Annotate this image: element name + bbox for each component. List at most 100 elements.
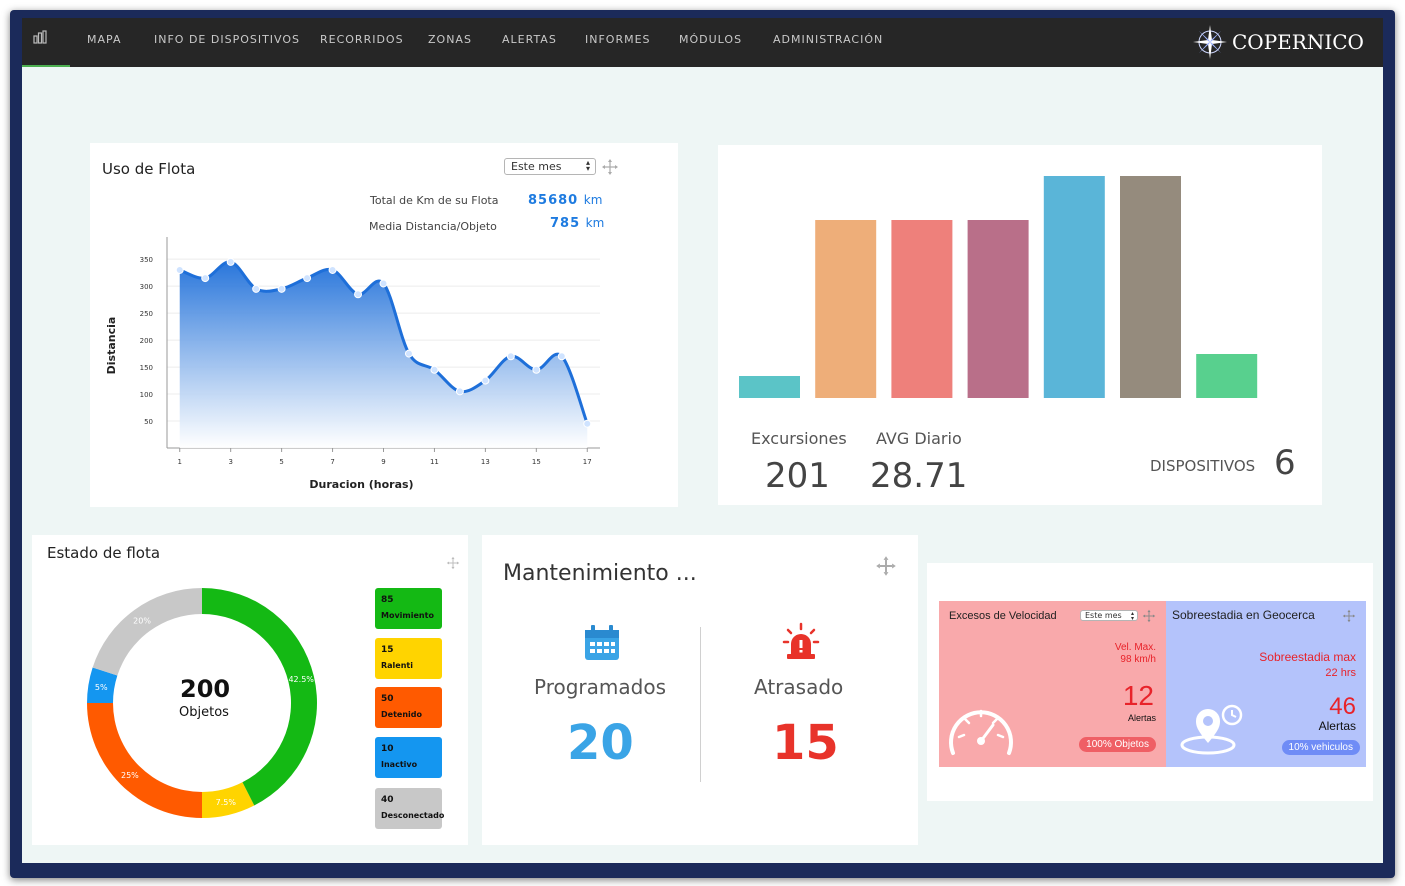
y-tick-label: 200 — [140, 337, 153, 345]
donut-center-label: Objetos — [179, 705, 229, 720]
data-point — [226, 257, 235, 266]
vehiculos-pill: 10% vehiculos — [1281, 740, 1360, 755]
data-point — [404, 349, 413, 358]
nav-item-zonas[interactable]: ZONAS — [428, 33, 472, 46]
period-select[interactable]: Este mes ▴ ▾ — [1080, 610, 1138, 622]
vel-max-label: Vel. Max. — [1114, 642, 1156, 653]
y-axis-label: Distancia — [105, 317, 118, 375]
move-icon[interactable] — [875, 555, 897, 577]
area-fill — [179, 261, 588, 448]
legend-inactivo[interactable]: 10 Inactivo — [375, 737, 442, 778]
donut-slice — [87, 667, 118, 703]
nav-item-recorridos[interactable]: RECORRIDOS — [320, 33, 404, 46]
data-point — [303, 274, 312, 283]
data-point — [328, 265, 337, 274]
alerts-count: 12 — [1122, 680, 1154, 711]
slice-percent-label: 42.5% — [288, 675, 314, 684]
legend-count: 85 — [381, 595, 394, 605]
slice-percent-label: 7.5% — [216, 798, 237, 807]
alertas-panel: Excesos de Velocidad Este mes ▴ ▾ Vel. Ma… — [927, 563, 1373, 801]
data-point — [201, 274, 210, 283]
data-point — [430, 365, 439, 374]
excursiones-panel: Excursiones 201 AVG Diario 28.71 DISPOSI… — [718, 145, 1322, 505]
move-icon[interactable] — [1342, 609, 1356, 623]
y-tick-label: 250 — [140, 310, 153, 318]
nav-item-modulos[interactable]: MÓDULOS — [679, 33, 743, 46]
x-tick-label: 3 — [228, 458, 232, 466]
bar — [1043, 176, 1105, 398]
donut-slice — [92, 588, 202, 676]
donut-slice — [202, 782, 255, 818]
x-tick-label: 17 — [583, 458, 592, 466]
brand-name: COPERNICO — [1232, 30, 1364, 54]
legend-movimiento[interactable]: 85 Movimiento — [375, 588, 442, 629]
total-km-label: Total de Km de su Flota — [370, 194, 499, 207]
nav-item-informes[interactable]: INFORMES — [585, 33, 651, 46]
x-tick-label: 9 — [381, 458, 385, 466]
move-icon[interactable] — [601, 158, 619, 176]
legend-count: 40 — [381, 795, 394, 805]
total-km-value: 85680 km — [528, 193, 603, 208]
data-point — [277, 284, 286, 293]
x-axis-label: Duracion (horas) — [309, 478, 413, 491]
data-point — [481, 376, 490, 385]
legend-label: Desconectado — [381, 811, 445, 820]
media-distancia-label: Media Distancia/Objeto — [369, 220, 497, 233]
nav-item-mapa[interactable]: MAPA — [87, 33, 122, 46]
nav-dashboard-tab[interactable] — [22, 18, 70, 67]
devices-bar-chart — [739, 176, 1258, 398]
brand-logo: COPERNICO — [1192, 25, 1364, 59]
avg-diario-label: AVG Diario — [876, 429, 962, 448]
nav-item-alertas[interactable]: ALERTAS — [502, 33, 557, 46]
legend-ralenti[interactable]: 15 Ralenti — [375, 638, 442, 679]
programados-value: 20 — [567, 715, 634, 771]
bar — [739, 376, 800, 398]
y-tick-label: 100 — [140, 391, 153, 399]
x-tick-label: 7 — [330, 458, 334, 466]
select-arrows-icon: ▴ ▾ — [1130, 610, 1134, 622]
x-tick-label: 11 — [430, 458, 439, 466]
select-arrows-icon: ▴ ▾ — [585, 158, 590, 173]
excesos-velocidad-card[interactable]: Excesos de Velocidad Este mes ▴ ▾ Vel. Ma… — [939, 601, 1166, 767]
data-point — [557, 352, 566, 361]
estado-flota-donut: 42.5% 7.5% 25% 5% 20% — [87, 588, 317, 818]
data-point — [379, 279, 388, 288]
card-title: Sobreestadia en Geocerca — [1172, 608, 1315, 622]
vertical-divider — [700, 627, 701, 782]
speedometer-icon — [949, 709, 1013, 755]
avg-diario-value: 28.71 — [870, 456, 968, 496]
legend-label: Ralenti — [381, 661, 413, 670]
sobreestadia-card[interactable]: Sobreestadia en Geocerca Sobreestadia ma… — [1166, 601, 1366, 767]
legend-detenido[interactable]: 50 Detenido — [375, 687, 442, 728]
alerts-label: Alertas — [1318, 719, 1356, 733]
estado-flota-panel: Estado de flota 42.5% 7.5% 25% 5% 20% 200 Ob… — [32, 535, 468, 845]
bar — [815, 220, 877, 398]
period-select[interactable]: Este mes ▴ ▾ — [504, 158, 596, 175]
siren-alarm-icon — [782, 622, 820, 659]
panel-title: Uso de Flota — [102, 160, 196, 178]
legend-label: Inactivo — [381, 760, 418, 769]
dispositivos-label: DISPOSITIVOS — [1150, 457, 1256, 475]
sobreestadia-max-label: Sobreestadia max — [1259, 650, 1356, 664]
excursiones-label: Excursiones — [751, 429, 847, 448]
legend-count: 15 — [381, 645, 394, 655]
nav-item-administracion[interactable]: ADMINISTRACIÓN — [773, 33, 884, 46]
legend-count: 50 — [381, 694, 394, 704]
objetos-pill: 100% Objetos — [1079, 737, 1156, 752]
mantenimiento-panel: Mantenimiento ... Programados 20 — [482, 535, 918, 845]
atrasado-value: 15 — [772, 715, 839, 771]
card-title: Excesos de Velocidad — [949, 610, 1057, 622]
move-icon[interactable] — [446, 556, 460, 570]
sobreestadia-max-value: 22 hrs — [1325, 667, 1356, 679]
nav-item-info-dispositivos[interactable]: INFO DE DISPOSITIVOS — [154, 33, 301, 46]
panel-title: Estado de flota — [47, 544, 161, 562]
y-tick-label: 50 — [144, 418, 153, 426]
bar — [967, 220, 1029, 398]
data-point — [354, 290, 363, 299]
x-tick-label: 1 — [178, 458, 182, 466]
data-point — [506, 352, 515, 361]
legend-desconectado[interactable]: 40 Desconectado — [375, 788, 445, 829]
bar — [891, 220, 953, 398]
y-tick-label: 300 — [140, 283, 153, 291]
move-icon[interactable] — [1142, 609, 1156, 623]
